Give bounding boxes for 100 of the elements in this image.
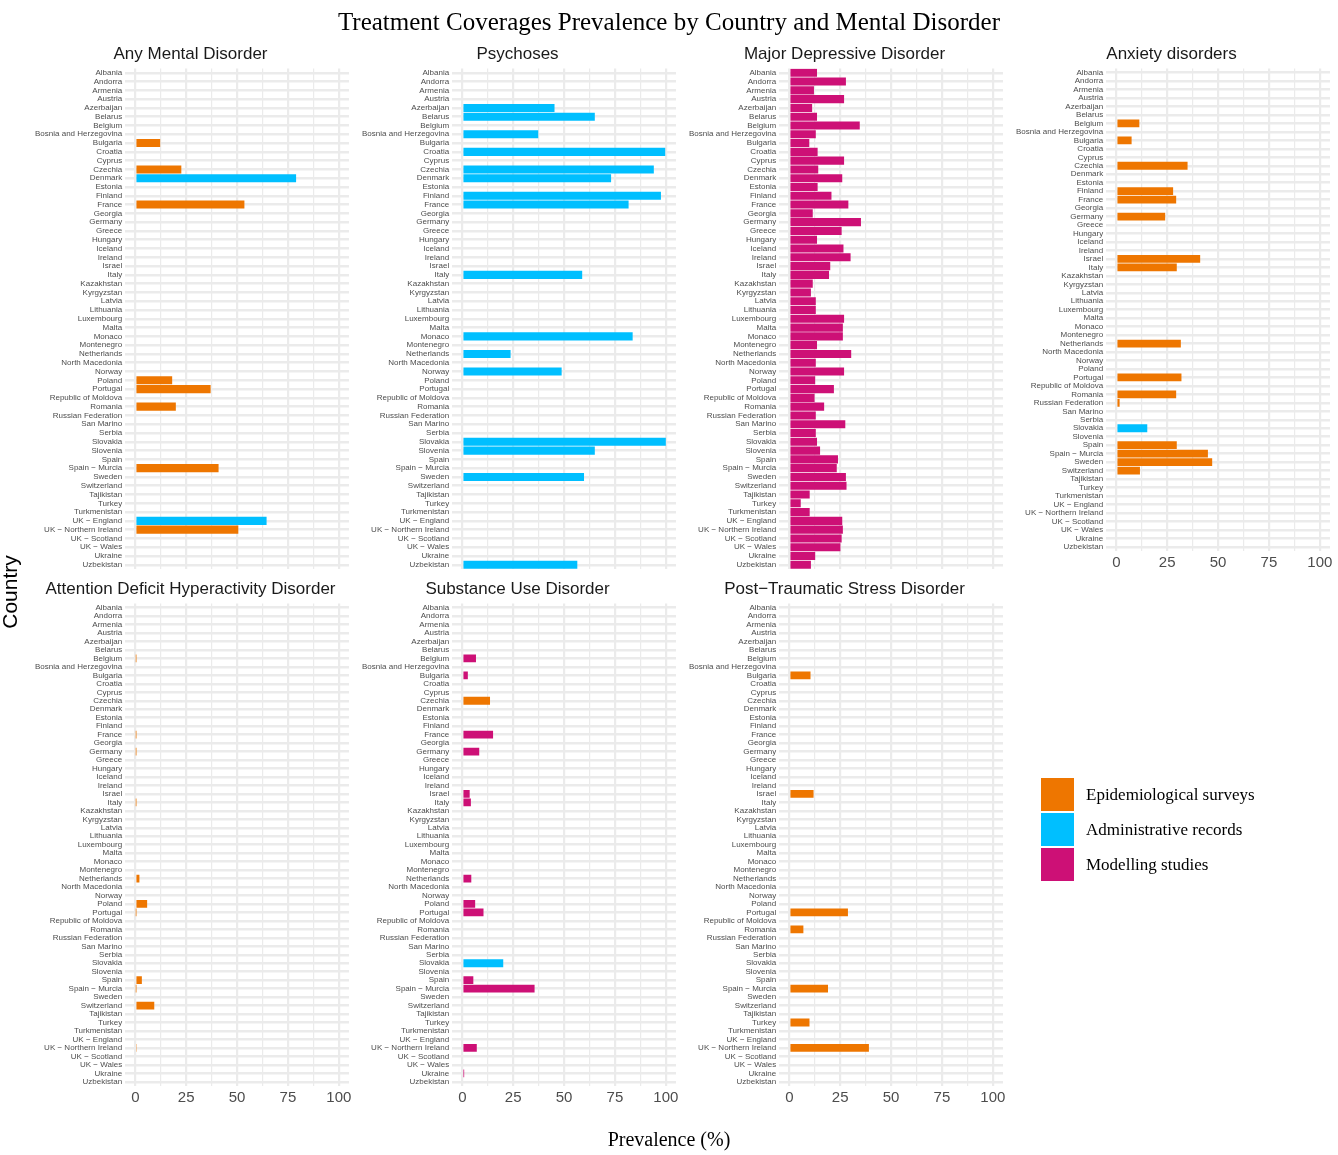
y-tick-label: Italy (107, 270, 123, 280)
y-tick-label: Austria (424, 94, 450, 104)
chart-title: Any Mental Disorder (113, 43, 268, 63)
y-tick-label: Malta (756, 322, 777, 332)
y-tick-label: Austria (97, 94, 123, 104)
y-tick-label: Finland (422, 191, 450, 200)
y-tick-label: Luxembourg (404, 314, 450, 323)
y-tick-label: Kyrgyzstan (82, 814, 123, 824)
y-tick-label: Iceland (423, 243, 450, 253)
y-tick-label: UK − Wales (407, 1060, 450, 1070)
y-tick-label: Slovenia (91, 966, 123, 976)
y-tick-label: San Marino (408, 941, 450, 951)
y-tick-label: Ukraine (748, 551, 777, 561)
y-tick-label: Slovenia (745, 966, 777, 976)
y-tick-label: Latvia (1081, 287, 1104, 297)
y-tick-label: Uzbekistan (1063, 541, 1104, 551)
y-tick-label: Portugal (92, 384, 123, 394)
y-tick-label: Armenia (92, 619, 123, 629)
y-tick-label: Iceland (96, 772, 123, 782)
y-tick-label: Uzbekistan (82, 560, 123, 570)
y-tick-label: Malta (429, 848, 450, 858)
y-tick-label: UK − England (1053, 499, 1104, 509)
y-tick-label: Czechia (420, 164, 450, 174)
y-tick-label: Azerbaijan (1065, 101, 1104, 111)
y-tick-label: Luxembourg (731, 314, 777, 323)
y-tick-label: France (97, 199, 123, 209)
y-tick-label: Croatia (96, 679, 123, 689)
y-tick-label: Albania (749, 602, 777, 612)
y-tick-label: Iceland (1077, 237, 1104, 247)
y-tick-label: Turkey (98, 498, 123, 508)
y-tick-label: Russian Federation (52, 933, 123, 943)
y-tick-label: Estonia (749, 182, 777, 192)
bar (1117, 339, 1181, 348)
y-tick-label: North Macedonia (715, 357, 777, 367)
y-tick-label: Republic of Moldova (703, 916, 777, 926)
bar (463, 730, 494, 739)
y-tick-label: Turkmenistan (1055, 491, 1104, 501)
bar (463, 671, 468, 680)
y-tick-label: Latvia (754, 822, 777, 832)
y-tick-label: Netherlands (733, 349, 777, 359)
y-tick-label: Montenegro (79, 865, 123, 875)
y-tick-label: Slovenia (91, 445, 123, 455)
y-tick-label: Switzerland (734, 480, 777, 490)
y-tick-label: Russian Federation (52, 410, 123, 420)
y-tick-label: Portugal (1073, 372, 1104, 382)
y-tick-label: Republic of Moldova (376, 393, 450, 403)
y-tick-label: Switzerland (734, 1000, 777, 1010)
y-tick-label: Montenegro (1060, 330, 1104, 340)
y-tick-label: Sweden (420, 472, 450, 482)
y-tick-label: Switzerland (407, 480, 450, 490)
y-tick-label: Switzerland (80, 1000, 123, 1010)
y-tick-label: Azerbaijan (84, 103, 123, 113)
y-tick-label: North Macedonia (388, 357, 450, 367)
x-tick-label: 75 (1260, 553, 1278, 571)
y-tick-label: Croatia (423, 679, 450, 689)
y-tick-label: UK − Scotland (1051, 516, 1104, 526)
y-tick-label: Bulgaria (92, 670, 123, 680)
bar (463, 130, 539, 139)
bar (1117, 424, 1148, 433)
y-tick-label: North Macedonia (715, 882, 777, 892)
bar (463, 747, 480, 756)
y-tick-label: UK − Northern Ireland (698, 1043, 777, 1053)
y-tick-label: Hungary (418, 234, 450, 244)
bar (136, 976, 142, 985)
y-tick-label: Bosnia and Herzegovina (362, 129, 450, 139)
y-tick-label: Andorra (93, 76, 123, 86)
y-tick-label: Kyrgyzstan (82, 287, 123, 297)
y-tick-label: Monaco (420, 331, 450, 341)
y-tick-label: Serbia (99, 949, 123, 959)
y-tick-label: Switzerland (407, 1000, 450, 1010)
y-tick-label: Russian Federation (706, 933, 777, 943)
y-tick-label: Iceland (423, 772, 450, 782)
y-tick-label: Georgia (93, 738, 123, 748)
bar (136, 200, 245, 209)
bar (136, 165, 182, 174)
y-tick-label: Spain − Murcia (395, 463, 450, 473)
y-tick-label: Montenegro (733, 865, 777, 875)
y-tick-label: Ireland (751, 780, 777, 790)
bar (463, 1044, 477, 1052)
y-tick-label: Poland (424, 375, 450, 385)
y-tick-label: Bulgaria (419, 670, 450, 680)
y-tick-label: Romania (417, 401, 450, 411)
y-tick-label: Kyrgyzstan (409, 287, 450, 297)
y-tick-label: France (97, 729, 123, 739)
x-tick-label: 100 (326, 1088, 352, 1106)
y-tick-label: Spain (1082, 440, 1104, 450)
y-tick-label: Serbia (753, 949, 777, 959)
y-tick-label: UK − Wales (734, 1060, 777, 1070)
y-tick-label: Italy (761, 270, 777, 280)
bar (790, 908, 848, 917)
bar (790, 671, 811, 680)
bar (463, 560, 578, 569)
x-tick-label: 100 (653, 1088, 679, 1106)
y-tick-label: Uzbekistan (409, 1076, 450, 1086)
y-tick-label: Greece (95, 755, 123, 765)
y-tick-label: Hungary (91, 234, 123, 244)
y-tick-label: Turkey (752, 1017, 777, 1027)
y-tick-label: Spain − Murcia (722, 463, 777, 473)
y-tick-label: Latvia (754, 296, 777, 306)
y-tick-label: France (424, 199, 450, 209)
